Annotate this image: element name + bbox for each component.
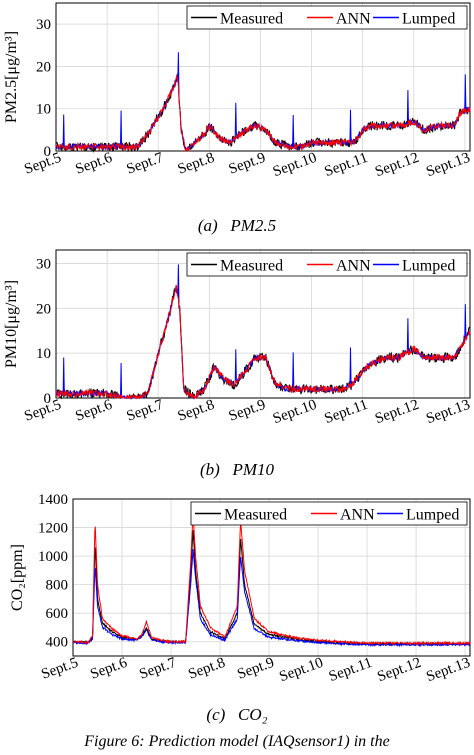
- chart3-ytick-label-4: 1200: [38, 521, 68, 537]
- chart2-xtick-label-5: Sept.10: [271, 397, 319, 428]
- chart2-xtick-label-7: Sept.12: [373, 397, 421, 428]
- chart1-plot-frame: [55, 2, 471, 152]
- chart3-legend-label-measured: Measured: [224, 507, 287, 524]
- chart3-xtick-label-1: Sept.6: [88, 655, 130, 683]
- chart1-legend-label-ann: ANN: [336, 11, 371, 28]
- chart1-xtick-label-5: Sept.10: [271, 150, 319, 181]
- chart2-legend-label-measured: Measured: [220, 258, 283, 275]
- chart3-xtick-label-6: Sept.11: [327, 655, 375, 685]
- chart1-ylabel: PM2.5[μg/m³]: [3, 31, 20, 123]
- chart2-xtick-label-4: Sept.9: [227, 397, 268, 425]
- caption-b: (b) PM10: [0, 460, 474, 480]
- chart3-xtick-label-0: Sept.5: [39, 655, 80, 683]
- caption-a-text: PM2.5: [230, 216, 277, 235]
- chart2-xtick-label-3: Sept.8: [176, 397, 217, 425]
- chart3-series-line-lumped: [72, 549, 471, 648]
- chart3-ytick-label-3: 1000: [38, 549, 68, 565]
- chart2-ytick-label-0: 0: [44, 391, 52, 407]
- chart2-xtick-label-8: Sept.13: [424, 397, 472, 428]
- caption-b-text: PM10: [232, 460, 275, 479]
- chart2-ytick-label-3: 30: [36, 256, 51, 272]
- chart1-series-line-lumped: [55, 52, 471, 151]
- chart3-xtick-label-2: Sept.7: [137, 655, 179, 683]
- chart2-ytick-label-1: 10: [36, 346, 51, 362]
- chart3-series-line-measured: [72, 530, 471, 647]
- chart2-ylabel: PM10[μg/m³]: [3, 280, 20, 368]
- caption-c: (c) CO₂: [0, 705, 474, 725]
- figure-caption: Figure 6: Prediction model (IAQsensor1) …: [84, 733, 390, 750]
- chart1-xtick-label-3: Sept.8: [176, 150, 217, 178]
- caption-c-text: CO₂: [238, 705, 268, 724]
- chart2-series-line-ann: [55, 284, 471, 400]
- chart1-legend-label-measured: Measured: [220, 11, 283, 28]
- chart2-xtick-label-2: Sept.7: [124, 397, 166, 425]
- chart3-series-line-ann: [72, 513, 471, 646]
- chart3-ytick-label-1: 600: [46, 606, 69, 622]
- chart2-legend-label-lumped: Lumped: [402, 258, 455, 275]
- chart1-xtick-label-6: Sept.11: [322, 150, 370, 180]
- chart3-xtick-label-5: Sept.10: [277, 655, 325, 686]
- chart3-ytick-label-5: 1400: [38, 492, 68, 508]
- chart3-ylabel: CO₂[ppm]: [9, 544, 26, 611]
- chart3-legend-label-lumped: Lumped: [406, 507, 459, 524]
- chart2-ytick-label-2: 20: [36, 301, 51, 317]
- chart3-xtick-label-8: Sept.13: [424, 655, 472, 686]
- chart1-xtick-label-2: Sept.7: [124, 150, 166, 178]
- chart2-xtick-label-6: Sept.11: [322, 397, 370, 427]
- chart1-xtick-label-4: Sept.9: [227, 150, 268, 178]
- chart1-xtick-label-8: Sept.13: [424, 150, 472, 181]
- caption-a-label: (a): [197, 216, 218, 235]
- chart2-plot-frame: [55, 249, 471, 399]
- caption-b-label: (b): [199, 460, 220, 479]
- chart3-legend-label-ann: ANN: [340, 507, 375, 524]
- chart1-xtick-label-1: Sept.6: [73, 150, 115, 178]
- chart3-ytick-label-0: 400: [46, 635, 69, 651]
- chart3-xtick-label-7: Sept.12: [375, 655, 423, 686]
- chart2-series-line-lumped: [55, 264, 471, 400]
- chart1-ytick-label-3: 30: [36, 17, 51, 33]
- chart1-series-line-ann: [55, 75, 471, 153]
- chart1-xtick-label-7: Sept.12: [373, 150, 421, 181]
- chart2-legend-label-ann: ANN: [336, 258, 371, 275]
- caption-a: (a) PM2.5: [0, 216, 474, 236]
- chart3-xtick-label-3: Sept.8: [186, 655, 227, 683]
- chart3-plot-frame: [72, 498, 471, 657]
- chart1-ytick-label-2: 20: [36, 59, 51, 75]
- chart1-legend-label-lumped: Lumped: [402, 11, 455, 28]
- chart1-ytick-label-1: 10: [36, 102, 51, 118]
- caption-c-label: (c): [206, 705, 226, 724]
- chart3-ytick-label-2: 800: [46, 578, 69, 594]
- chart1-ytick-label-0: 0: [44, 144, 52, 160]
- chart3-xtick-label-4: Sept.9: [235, 655, 276, 683]
- chart2-xtick-label-1: Sept.6: [73, 397, 115, 425]
